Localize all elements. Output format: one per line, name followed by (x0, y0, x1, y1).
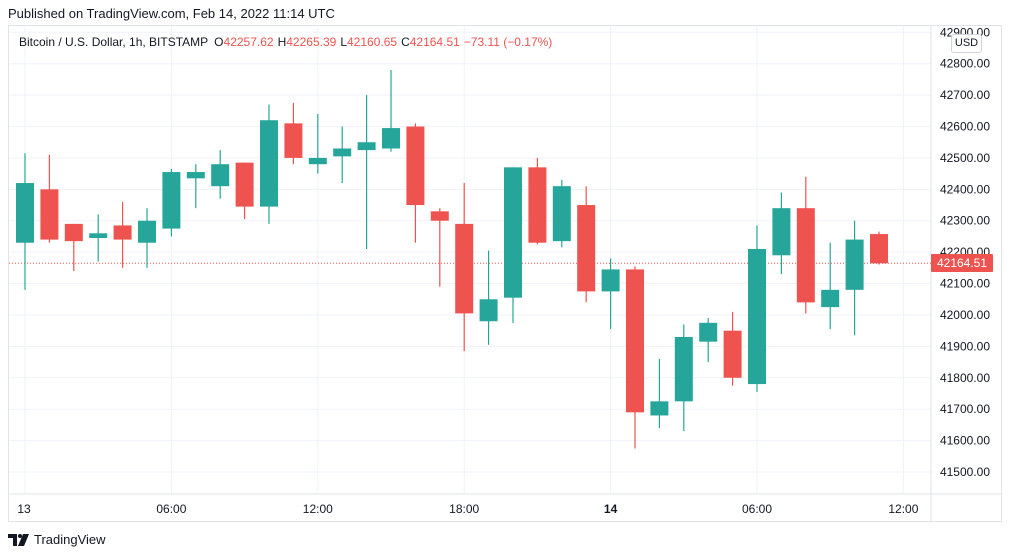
candle-body[interactable] (674, 336, 693, 402)
candle-body[interactable] (821, 289, 840, 308)
candle-body[interactable] (870, 234, 888, 264)
candle-body[interactable] (699, 322, 718, 342)
y-tick-label: 42000.00 (940, 308, 990, 322)
candle-body[interactable] (845, 239, 864, 290)
tradingview-logo-text: TradingView (34, 532, 106, 547)
x-tick-label: 18:00 (449, 502, 479, 516)
open-value: 42257.62 (223, 35, 274, 49)
x-tick-label: 12:00 (888, 502, 918, 516)
x-tick-label: 14 (604, 502, 618, 516)
close-label: C (401, 35, 410, 49)
y-tick-label: 42700.00 (940, 88, 990, 102)
candle-body[interactable] (430, 211, 449, 221)
candle-body[interactable] (284, 123, 303, 158)
candle-body[interactable] (235, 162, 254, 207)
last-price-tag: 42164.51 (931, 254, 993, 273)
candle-body[interactable] (552, 186, 571, 242)
low-value: 42160.65 (347, 35, 398, 49)
y-tick-label: 41500.00 (940, 465, 990, 479)
x-tick-label: 06:00 (742, 502, 772, 516)
candle-body[interactable] (723, 330, 742, 378)
candle-body[interactable] (528, 167, 547, 243)
tradingview-logo[interactable]: TradingView (8, 532, 106, 547)
candle-body[interactable] (113, 225, 132, 240)
high-value: 42265.39 (286, 35, 337, 49)
y-tick-label: 42100.00 (940, 277, 990, 291)
candle-body[interactable] (601, 269, 620, 292)
x-tick-label: 13 (17, 502, 31, 516)
symbol-label: Bitcoin / U.S. Dollar, 1h, BITSTAMP (19, 35, 209, 49)
candle-body[interactable] (211, 164, 230, 187)
low-label: L (340, 35, 347, 49)
ohlc-legend: Bitcoin / U.S. Dollar, 1h, BITSTAMP O 422… (19, 35, 556, 49)
candle-body[interactable] (479, 299, 498, 322)
y-tick-label: 42300.00 (940, 214, 990, 228)
candle-body[interactable] (64, 223, 83, 242)
candle-body[interactable] (577, 205, 596, 292)
candle-body[interactable] (406, 126, 425, 206)
y-tick-label: 41800.00 (940, 371, 990, 385)
candle-body[interactable] (455, 223, 474, 314)
candle-body[interactable] (382, 128, 400, 149)
candle-body[interactable] (772, 208, 791, 256)
candle-body[interactable] (162, 172, 181, 229)
x-tick-label: 06:00 (156, 502, 186, 516)
currency-badge[interactable]: USD (951, 34, 982, 53)
y-tick-label: 41600.00 (940, 434, 990, 448)
candle-body[interactable] (138, 220, 156, 243)
published-caption: Published on TradingView.com, Feb 14, 20… (8, 6, 335, 21)
y-tick-label: 42500.00 (940, 151, 990, 165)
candle-body[interactable] (186, 172, 205, 179)
candle-body[interactable] (40, 189, 59, 240)
candle-body[interactable] (308, 157, 327, 165)
candle-body[interactable] (16, 183, 34, 243)
x-tick-label: 12:00 (303, 502, 333, 516)
candle-body[interactable] (504, 167, 522, 298)
candle-body[interactable] (626, 269, 644, 413)
candle-body[interactable] (89, 233, 108, 239)
high-label: H (277, 35, 287, 49)
tradingview-logo-icon (8, 533, 29, 546)
candle-body[interactable] (333, 148, 352, 157)
y-tick-label: 42400.00 (940, 182, 990, 196)
change-value: −73.11 (−0.17%) (463, 35, 553, 49)
close-value: 42164.51 (409, 35, 460, 49)
y-tick-label: 41700.00 (940, 402, 990, 416)
y-tick-label: 42600.00 (940, 120, 990, 134)
y-tick-label: 42800.00 (940, 57, 990, 71)
y-tick-label: 41900.00 (940, 339, 990, 353)
candle-body[interactable] (748, 249, 766, 385)
chart-frame (8, 25, 1002, 522)
candle-body[interactable] (650, 401, 669, 416)
candle-body[interactable] (357, 142, 376, 151)
candle-body[interactable] (796, 208, 815, 303)
open-label: O (214, 35, 224, 49)
candle-body[interactable] (260, 120, 278, 207)
